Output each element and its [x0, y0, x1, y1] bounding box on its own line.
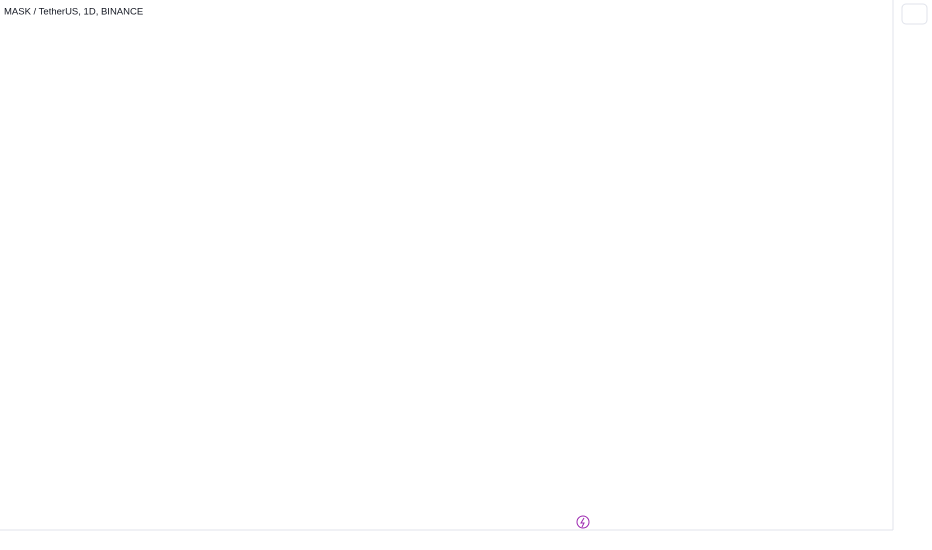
event-icon[interactable]: [576, 515, 590, 529]
chart-title: MASK / TetherUS, 1D, BINANCE: [4, 7, 143, 18]
event-icon-bolt: [580, 517, 585, 528]
settings-button[interactable]: [901, 3, 928, 25]
